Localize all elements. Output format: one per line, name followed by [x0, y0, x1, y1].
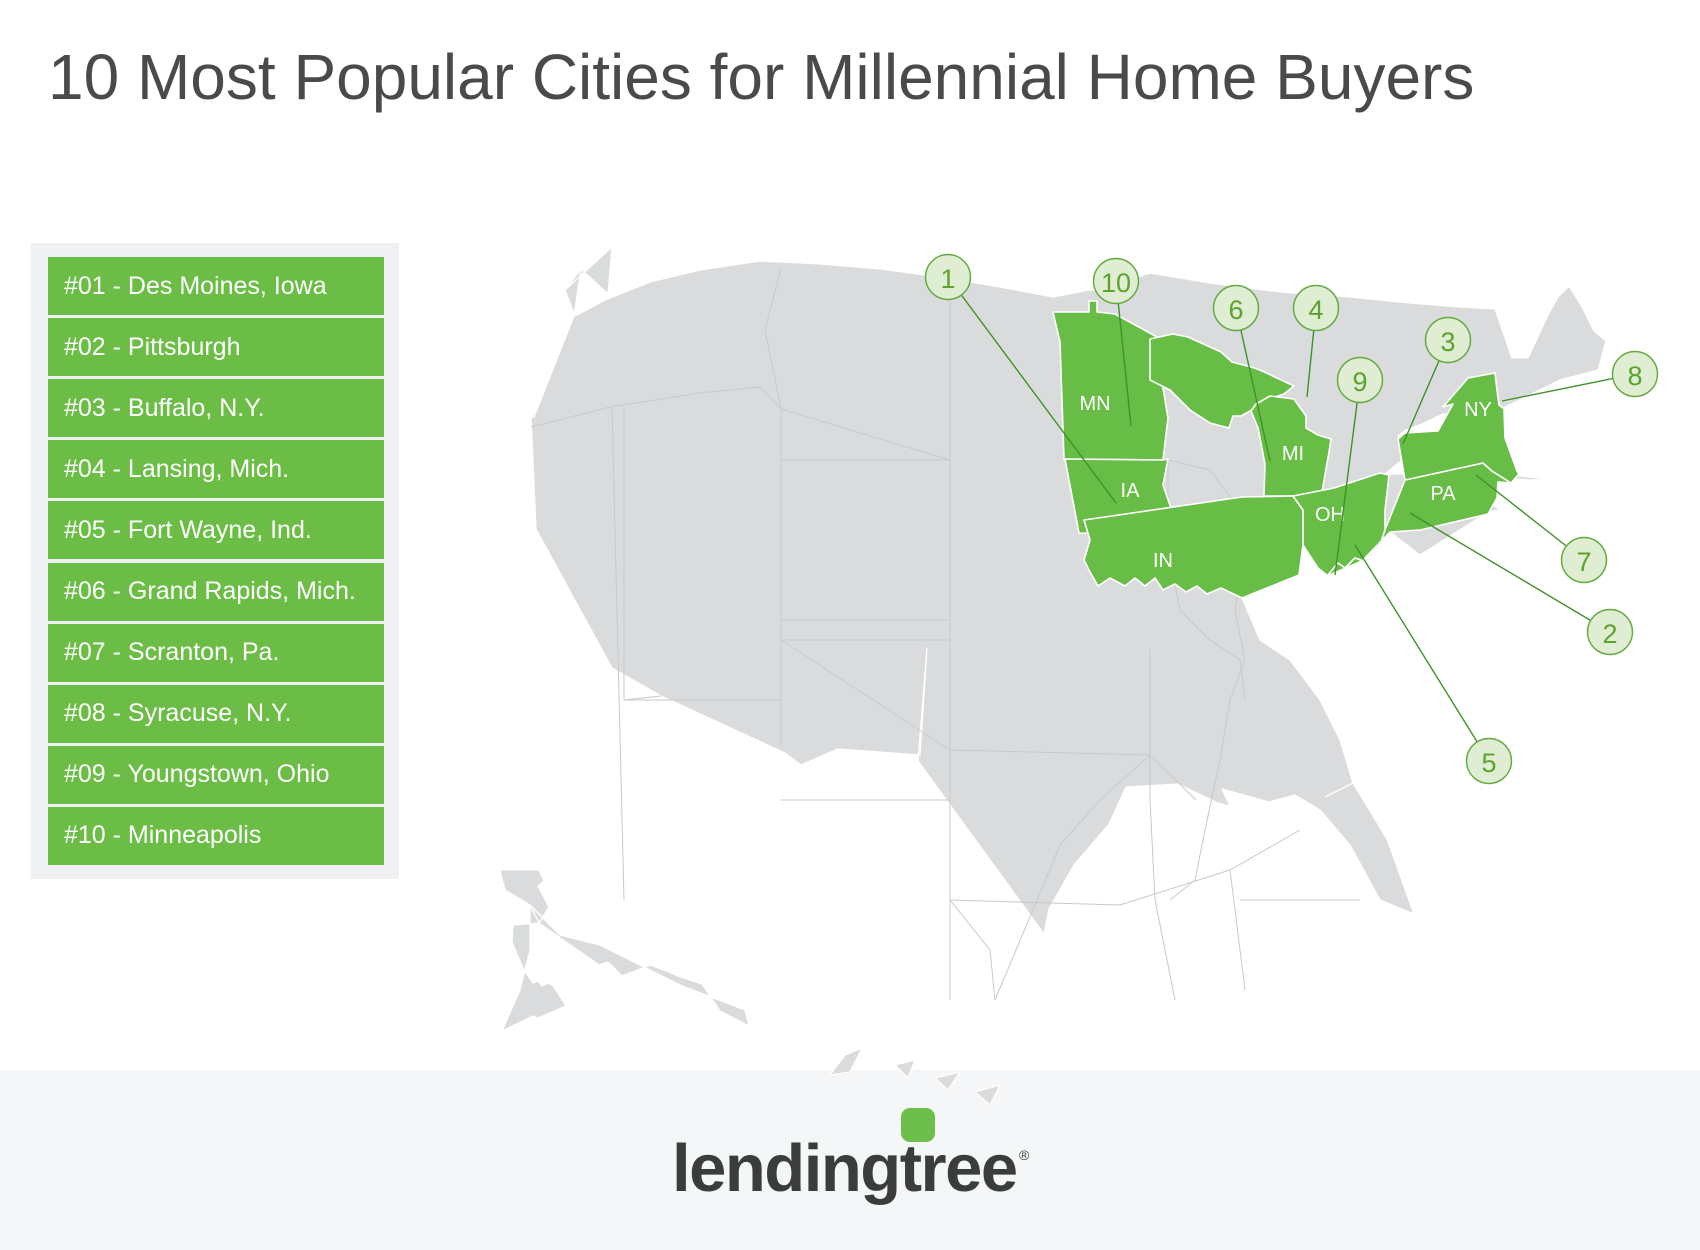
- svg-text:®: ®: [1019, 1147, 1030, 1163]
- svg-text:2: 2: [1602, 619, 1617, 649]
- svg-text:5: 5: [1481, 748, 1496, 778]
- svg-text:OH: OH: [1315, 504, 1345, 526]
- svg-text:7: 7: [1576, 547, 1591, 577]
- svg-text:9: 9: [1352, 367, 1367, 397]
- svg-text:MN: MN: [1079, 393, 1110, 415]
- svg-text:lendingtree: lendingtree: [672, 1131, 1017, 1206]
- svg-text:1: 1: [940, 264, 955, 294]
- svg-text:NY: NY: [1464, 399, 1492, 421]
- svg-text:IN: IN: [1153, 550, 1173, 572]
- svg-text:6: 6: [1228, 295, 1243, 325]
- svg-text:4: 4: [1308, 295, 1323, 325]
- svg-text:8: 8: [1627, 361, 1642, 391]
- svg-text:3: 3: [1440, 327, 1455, 357]
- svg-text:IA: IA: [1121, 480, 1141, 502]
- svg-text:10: 10: [1101, 268, 1131, 298]
- svg-text:PA: PA: [1430, 483, 1456, 505]
- svg-text:MI: MI: [1282, 443, 1304, 465]
